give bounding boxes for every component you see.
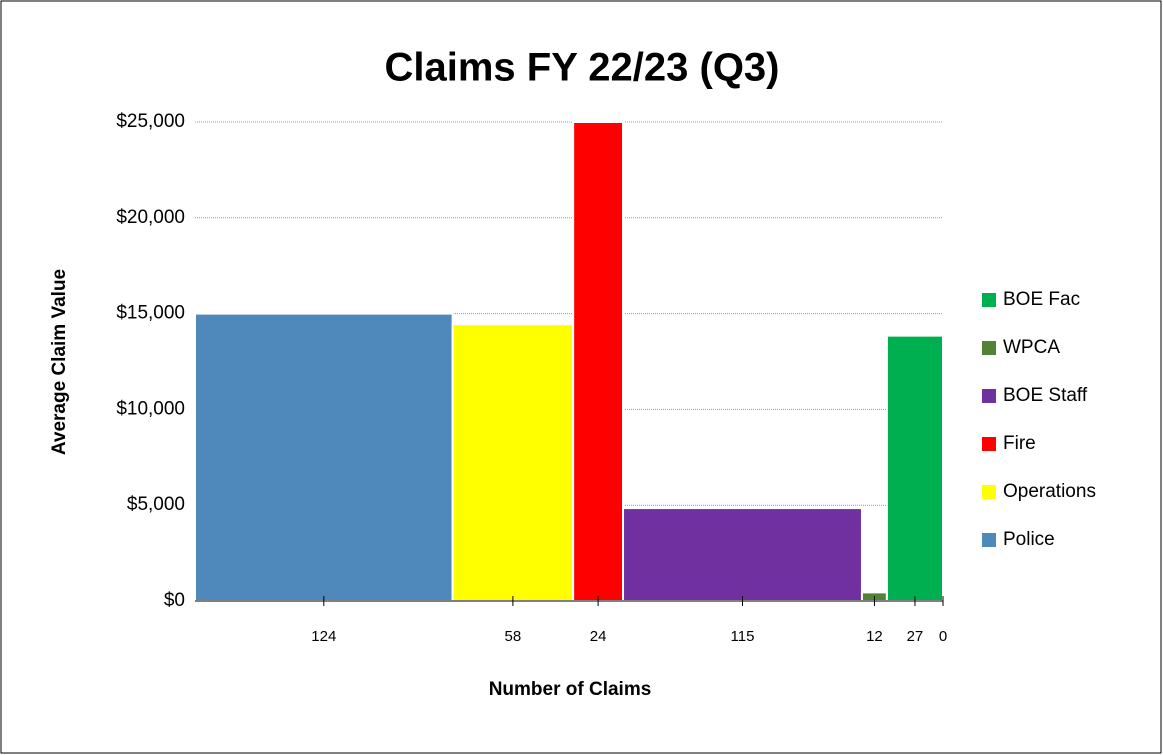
x-tick-label: 12 (866, 628, 883, 645)
x-axis-title: Number of Claims (489, 679, 652, 700)
bar (451, 323, 575, 602)
y-tick-label: $15,000 (116, 303, 185, 324)
y-tick-label: $5,000 (127, 494, 185, 515)
bar (885, 334, 945, 602)
legend-swatch (982, 389, 996, 403)
x-tick-label: 124 (311, 628, 336, 645)
x-tick-label: 115 (731, 628, 755, 645)
bar (194, 312, 454, 602)
legend-swatch (982, 485, 996, 499)
y-tick-label: $0 (164, 590, 185, 611)
y-tick-label: $20,000 (116, 207, 185, 228)
y-tick-label: $10,000 (116, 398, 185, 419)
legend-label: WPCA (1003, 337, 1060, 358)
y-tick-label: $25,000 (116, 111, 185, 132)
legend-label: Operations (1003, 481, 1096, 502)
x-tick-label: 0 (939, 628, 947, 645)
bar (572, 121, 625, 602)
y-axis-title: Average Claim Value (49, 269, 70, 455)
legend-swatch (982, 437, 996, 451)
legend-label: BOE Staff (1003, 385, 1088, 406)
legend-label: Fire (1003, 433, 1036, 454)
legend-label: Police (1003, 529, 1055, 550)
bar (622, 507, 863, 603)
legend-label: BOE Fac (1003, 289, 1080, 310)
x-tick-label: 58 (505, 628, 522, 645)
chart-title: Claims FY 22/23 (Q3) (385, 46, 780, 90)
legend-swatch (982, 293, 996, 307)
legend-swatch (982, 533, 996, 547)
legend-swatch (982, 341, 996, 355)
x-tick-label: 27 (907, 628, 924, 645)
x-tick-label: 24 (590, 628, 607, 645)
